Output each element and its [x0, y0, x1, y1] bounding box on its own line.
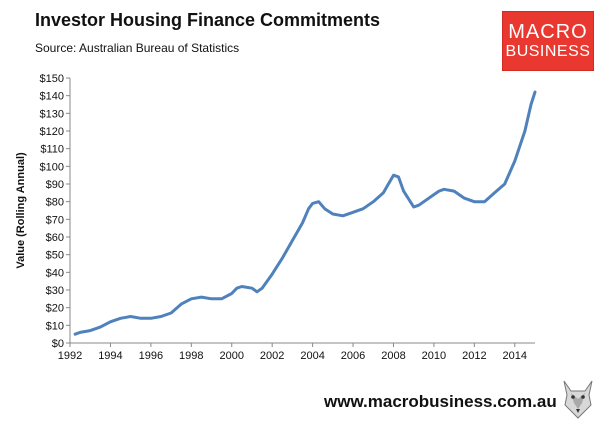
- chart-subtitle: Source: Australian Bureau of Statistics: [35, 41, 240, 55]
- y-tick-label: $110: [40, 144, 64, 156]
- x-tick-label: 2000: [219, 350, 243, 362]
- chart-title: Investor Housing Finance Commitments: [35, 10, 381, 30]
- y-tick-label: $30: [46, 285, 64, 297]
- y-tick-label: $100: [40, 161, 64, 173]
- x-tick-label: 1996: [139, 350, 163, 362]
- site-url: www.macrobusiness.com.au: [324, 392, 557, 411]
- x-tick-label: 1994: [98, 350, 122, 362]
- y-tick-label: $50: [46, 250, 64, 262]
- x-tick-label: 2006: [341, 350, 365, 362]
- y-tick-label: $10: [46, 320, 64, 332]
- y-tick-label: $40: [46, 267, 64, 279]
- macrobusiness-logo: MACRO BUSINESS: [502, 11, 594, 71]
- x-tick-label: 2012: [462, 350, 486, 362]
- y-tick-label: $150: [40, 73, 64, 85]
- x-tick-label: 2010: [422, 350, 446, 362]
- x-tick-label: 1992: [58, 350, 82, 362]
- x-tick-label: 2008: [381, 350, 405, 362]
- logo-line-2: BUSINESS: [505, 43, 591, 60]
- x-tick-label: 2014: [503, 350, 527, 362]
- y-tick-label: $140: [40, 91, 64, 103]
- logo-line-1: MACRO: [508, 21, 588, 43]
- wolf-mascot-icon: [563, 380, 593, 419]
- series-line: [73, 90, 537, 336]
- y-tick-label: $80: [46, 197, 64, 209]
- y-tick-label: $70: [46, 214, 64, 226]
- y-axis-title: Value (Rolling Annual): [15, 152, 27, 269]
- y-tick-label: $20: [46, 303, 64, 315]
- y-tick-label: $90: [46, 179, 64, 191]
- y-tick-label: $120: [40, 126, 64, 138]
- y-tick-label: $60: [46, 232, 64, 244]
- x-tick-label: 2002: [260, 350, 284, 362]
- x-tick-label: 1998: [179, 350, 203, 362]
- y-tick-label: $130: [40, 108, 64, 120]
- y-tick-label: $0: [52, 338, 64, 350]
- x-tick-label: 2004: [300, 350, 324, 362]
